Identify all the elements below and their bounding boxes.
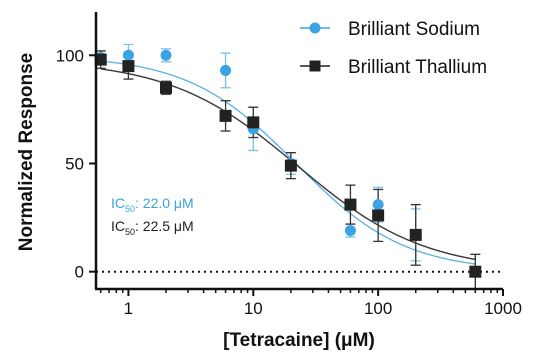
sodium-point <box>372 199 384 211</box>
legend-entry-thallium: Brilliant Thallium <box>300 57 487 78</box>
legend-thallium-marker <box>309 60 321 72</box>
thallium-point <box>469 265 482 278</box>
ic50-thallium-annotation: IC50: 22.5 μM <box>111 218 194 237</box>
y-tick-label: 100 <box>56 46 84 65</box>
thallium-point <box>344 198 357 211</box>
x-tick-label: 100 <box>364 299 392 318</box>
sodium-point <box>344 225 356 237</box>
legend-entry-sodium: Brilliant Sodium <box>300 19 480 40</box>
x-tick-label: 1000 <box>484 299 522 318</box>
thallium-point <box>94 53 107 66</box>
y-axis-title: Normalized Response <box>16 53 37 252</box>
y-tick-label: 0 <box>75 263 84 282</box>
sodium-point <box>220 64 232 76</box>
sodium-point <box>160 49 172 61</box>
axes <box>94 12 503 291</box>
thallium-point <box>122 60 135 73</box>
axis-ticks: 1 10 100 1000 0 50 100 <box>56 46 522 318</box>
data-markers <box>94 49 482 278</box>
thallium-point <box>160 81 173 94</box>
legend-sodium-marker <box>309 22 321 34</box>
legend: Brilliant Sodium Brilliant Thallium <box>300 19 487 78</box>
thallium-point <box>219 109 232 122</box>
thallium-point <box>372 209 385 222</box>
ic50-sodium-annotation: IC50: 22.0 μM <box>111 195 194 214</box>
thallium-point <box>284 159 297 172</box>
thallium-point <box>247 116 260 129</box>
x-tick-label: 10 <box>244 299 263 318</box>
thallium-point <box>409 228 422 241</box>
legend-thallium-label: Brilliant Thallium <box>348 57 487 78</box>
y-tick-label: 50 <box>65 154 84 173</box>
fit-curve-sodium <box>100 60 476 265</box>
legend-sodium-label: Brilliant Sodium <box>348 19 480 40</box>
x-tick-label: 1 <box>124 299 133 318</box>
sodium-point <box>122 49 134 61</box>
x-axis-title: [Tetracaine] (μM) <box>223 330 375 351</box>
ic50-annotations: IC50: 22.0 μM IC50: 22.5 μM <box>111 195 194 237</box>
